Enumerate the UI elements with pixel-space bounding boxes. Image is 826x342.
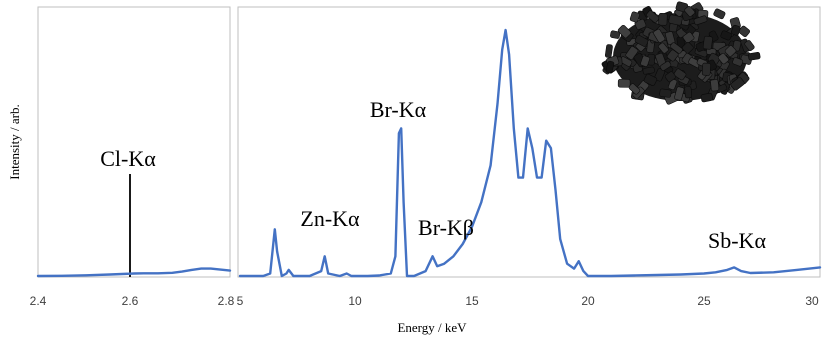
y-axis-title: Intensity / arb. [7,104,22,179]
left-spectrum-series [36,267,232,278]
right-panel: Zn-Kα Br-Kα Br-Kβ Sb-Kα 5 10 15 20 25 30… [237,1,822,335]
pellet [724,45,737,57]
br-kb-label: Br-Kβ [418,215,474,240]
right-x-tick-0: 5 [237,294,244,308]
x-axis-title: Energy / keV [397,320,467,335]
right-spectrum-series [238,28,822,278]
zn-ka-label: Zn-Kα [300,206,360,231]
black-plastic-pellets-photo [601,1,761,105]
cl-ka-label: Cl-Kα [100,146,156,171]
pellet [659,60,672,71]
br-ka-label: Br-Kα [370,97,427,122]
pellet [693,15,708,26]
left-x-tick-2: 2.8 [218,294,235,308]
pellet [710,79,720,92]
pellet [682,31,695,44]
pellet [668,14,683,26]
pellet [659,88,672,98]
pellet [730,77,745,91]
pellet [684,86,693,99]
left-x-tick-0: 2.4 [30,294,47,308]
pellet [629,11,640,23]
pellet [666,49,679,62]
right-x-tick-5: 30 [805,294,819,308]
left-plot-frame [37,6,231,278]
pellet [642,66,655,75]
right-x-tick-3: 20 [581,294,595,308]
pellet [732,57,744,67]
pellet [720,30,732,41]
pellet [604,44,613,58]
sb-ka-label: Sb-Kα [708,228,766,253]
pellet [701,62,711,76]
pellet [610,30,621,39]
pellet [731,24,741,36]
pellet [702,35,713,50]
pellet [682,41,694,54]
pellet [640,55,650,67]
pellet [658,13,668,26]
pellet [617,24,632,39]
pellet [664,71,676,83]
pellet [717,52,729,65]
left-x-tick-1: 2.6 [122,294,139,308]
pellet [700,92,713,103]
right-x-tick-1: 10 [348,294,362,308]
pellet [605,60,615,74]
pellet [744,40,755,51]
pellet [673,68,687,81]
right-x-tick-4: 25 [697,294,711,308]
pellet [684,5,695,17]
pellet [617,78,631,88]
pellet [658,42,669,54]
left-panel: Cl-Kα 2.4 2.6 2.8 Intensity / arb. [7,6,235,308]
pellet [674,86,685,101]
pellet [713,8,726,20]
pellet [643,73,658,86]
pellet [634,35,649,47]
right-x-tick-2: 15 [465,294,479,308]
pellet [653,28,666,43]
right-plot-frame [237,6,821,278]
pellet [646,10,660,23]
pellet [628,83,641,95]
pellet [748,52,761,61]
pellet [738,25,750,37]
